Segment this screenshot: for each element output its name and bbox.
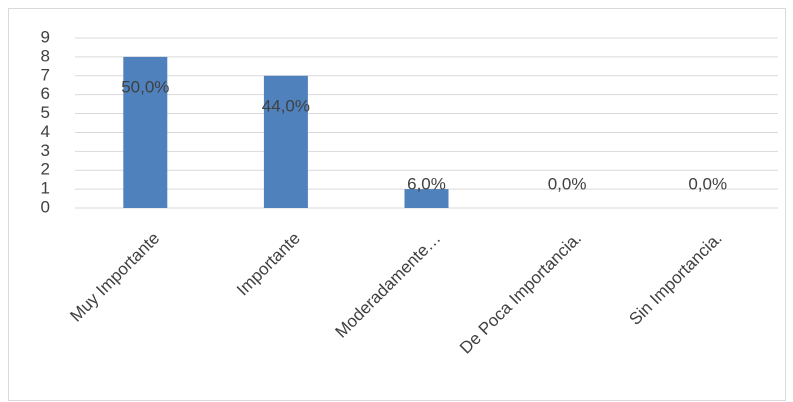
x-tick-label: Sin Importancia. <box>625 229 725 329</box>
y-tick-label: 4 <box>41 122 50 141</box>
y-tick-label: 1 <box>41 179 50 198</box>
value-label: 50,0% <box>121 77 169 96</box>
value-label: 0,0% <box>688 174 727 193</box>
value-label: 6,0% <box>407 174 446 193</box>
bar <box>404 189 449 208</box>
y-tick-label: 6 <box>41 84 50 103</box>
y-tick-label: 2 <box>41 160 50 179</box>
chart-border <box>8 8 786 401</box>
x-tick-label: De Poca Importancia. <box>456 229 585 358</box>
y-tick-label: 7 <box>41 65 50 84</box>
y-tick-label: 8 <box>41 46 50 65</box>
x-tick-label: Importante <box>233 229 304 300</box>
y-tick-label: 3 <box>41 141 50 160</box>
value-label: 44,0% <box>262 96 310 115</box>
x-tick-label: Moderadamente… <box>331 229 444 342</box>
bar <box>263 75 308 209</box>
value-label: 0,0% <box>548 174 587 193</box>
y-tick-label: 5 <box>41 103 50 122</box>
y-tick-label: 0 <box>41 197 50 216</box>
x-tick-label: Muy Importante <box>66 229 163 326</box>
y-tick-label: 9 <box>41 27 50 46</box>
bar <box>123 56 168 209</box>
